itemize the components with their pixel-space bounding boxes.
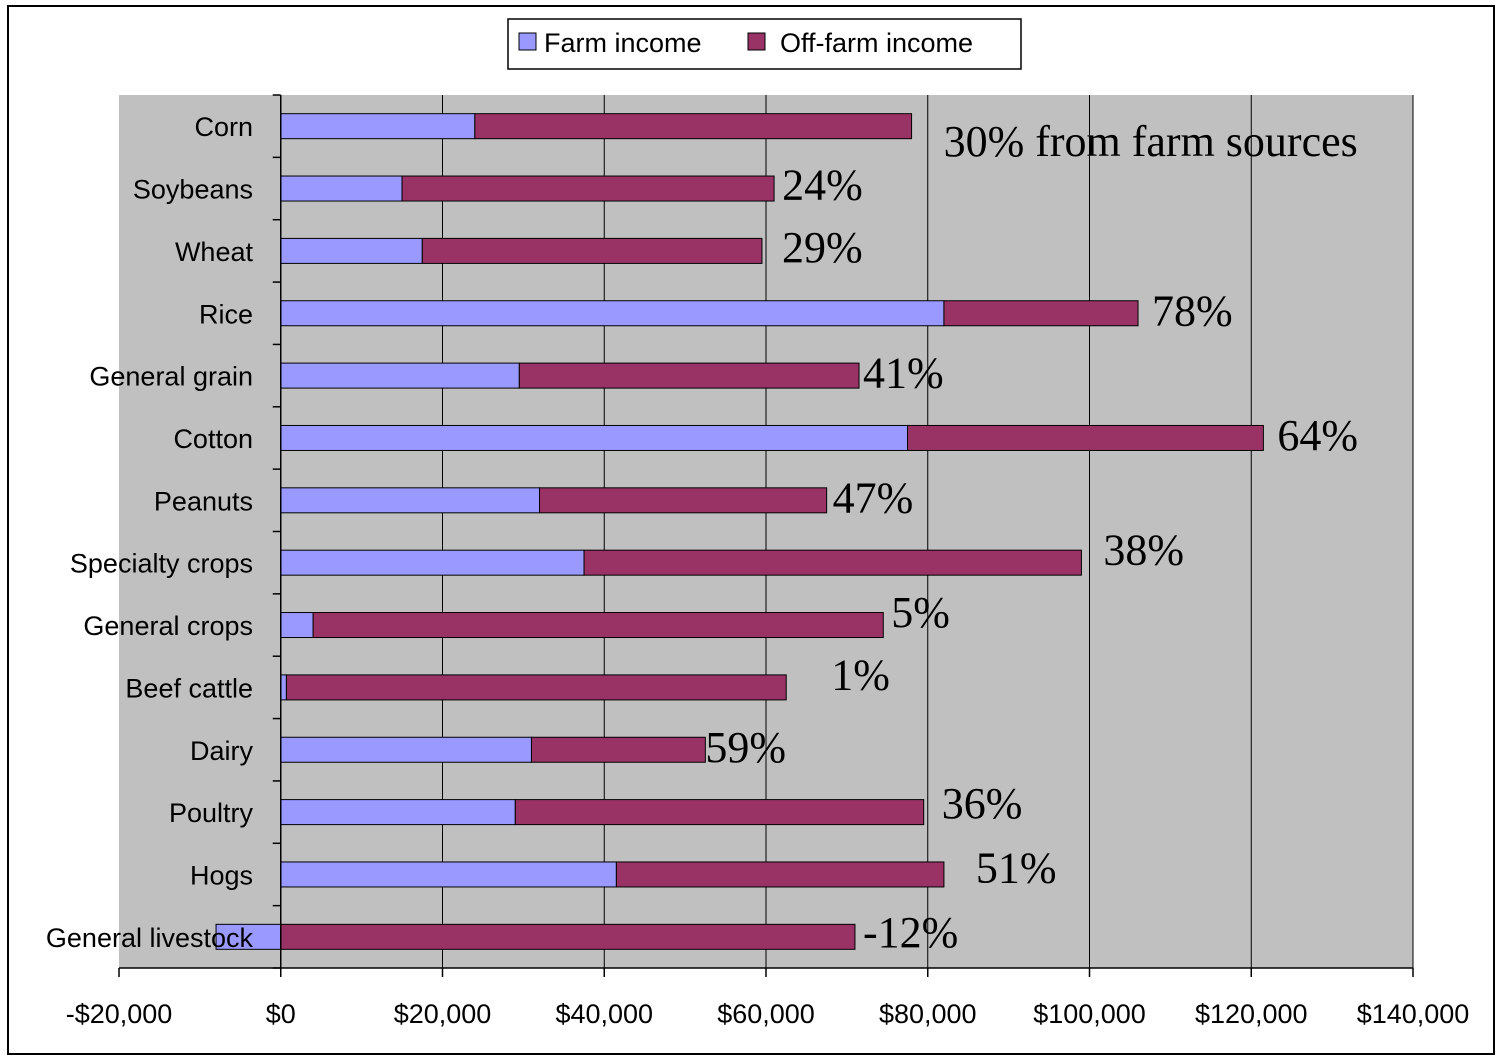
bar-off-farm-income — [943, 300, 1139, 327]
bar-off-farm-income — [474, 113, 913, 140]
bar-farm-income — [280, 861, 617, 888]
annotations: 30% from farm sources 24% 29% 78% 41% 64% 47% 3… — [705, 117, 1358, 957]
x-tick-label: $100,000 — [1033, 999, 1146, 1029]
bar-off-farm-income — [907, 424, 1264, 451]
x-tick-label: $0 — [266, 999, 296, 1029]
bar-farm-income — [280, 175, 403, 202]
bar-off-farm-income — [539, 487, 828, 514]
legend-swatch-offfarm — [747, 32, 766, 51]
x-tick-label: -$20,000 — [66, 999, 173, 1029]
bar-off-farm-income — [530, 736, 706, 763]
bar-farm-income — [280, 612, 314, 639]
category-label: General livestock — [46, 923, 254, 953]
percent-annotation: 47% — [833, 473, 914, 522]
bar-off-farm-income — [615, 861, 945, 888]
x-tick-label: $40,000 — [555, 999, 653, 1029]
category-label: Peanuts — [154, 486, 253, 516]
bars — [215, 113, 1264, 950]
bar-farm-income — [280, 300, 945, 327]
percent-annotation: 29% — [782, 223, 863, 272]
category-label: Dairy — [190, 736, 254, 766]
bar-off-farm-income — [401, 175, 775, 202]
axes — [118, 94, 1414, 977]
percent-annotation: 78% — [1152, 286, 1233, 335]
bar-farm-income — [280, 674, 287, 701]
bar-farm-income — [280, 113, 476, 140]
percent-annotation: 5% — [891, 588, 950, 637]
x-tick-label: $20,000 — [394, 999, 492, 1029]
category-label: Rice — [199, 299, 253, 329]
percent-annotation: 51% — [976, 843, 1057, 892]
percent-annotation: 36% — [942, 779, 1023, 828]
bar-off-farm-income — [518, 362, 860, 389]
x-tick-label: $140,000 — [1357, 999, 1470, 1029]
category-label: Poultry — [169, 798, 254, 828]
tick-labels: -$20,000 $0 $20,000 $40,000 $60,000 $80,000 $1… — [66, 999, 1470, 1029]
bar-farm-income — [215, 923, 282, 950]
percent-annotation: 1% — [831, 650, 890, 699]
percent-annotation: -12% — [863, 908, 958, 957]
category-labels: Corn Soybeans Wheat Rice General grain Cotton… — [46, 112, 254, 953]
bar-off-farm-income — [514, 799, 925, 826]
percent-annotation: 64% — [1277, 411, 1358, 460]
bar-farm-income — [280, 424, 909, 451]
bar-farm-income — [280, 237, 423, 264]
bar-farm-income — [280, 736, 532, 763]
bar-off-farm-income — [421, 237, 763, 264]
bar-farm-income — [280, 362, 520, 389]
percent-annotation: 38% — [1103, 526, 1184, 575]
category-label: Specialty crops — [70, 549, 253, 579]
bar-off-farm-income — [312, 612, 884, 639]
x-tick-label: $120,000 — [1195, 999, 1308, 1029]
category-label: Soybeans — [133, 175, 253, 205]
legend-label-farm: Farm income — [544, 28, 702, 58]
bar-farm-income — [280, 487, 541, 514]
category-label: General crops — [83, 611, 253, 641]
bar-farm-income — [280, 799, 516, 826]
percent-annotation: 59% — [705, 723, 786, 772]
bar-farm-income — [280, 549, 585, 576]
category-label: Wheat — [175, 237, 254, 267]
category-label: Cotton — [173, 424, 253, 454]
legend-swatch-farm — [518, 32, 537, 51]
percent-annotation: 24% — [782, 161, 863, 210]
category-label: Beef cattle — [125, 673, 253, 703]
percent-annotation: 41% — [863, 349, 944, 398]
category-label: Hogs — [190, 860, 253, 890]
bar-off-farm-income — [280, 923, 856, 950]
legend: Farm income Off-farm income — [507, 18, 1022, 70]
percent-annotation: 30% from farm sources — [944, 117, 1358, 166]
category-label: Corn — [194, 112, 253, 142]
bar-off-farm-income — [583, 549, 1082, 576]
bar-off-farm-income — [285, 674, 787, 701]
x-tick-label: $60,000 — [717, 999, 815, 1029]
legend-label-offfarm: Off-farm income — [780, 28, 973, 58]
category-label: General grain — [89, 362, 253, 392]
x-tick-label: $80,000 — [879, 999, 977, 1029]
